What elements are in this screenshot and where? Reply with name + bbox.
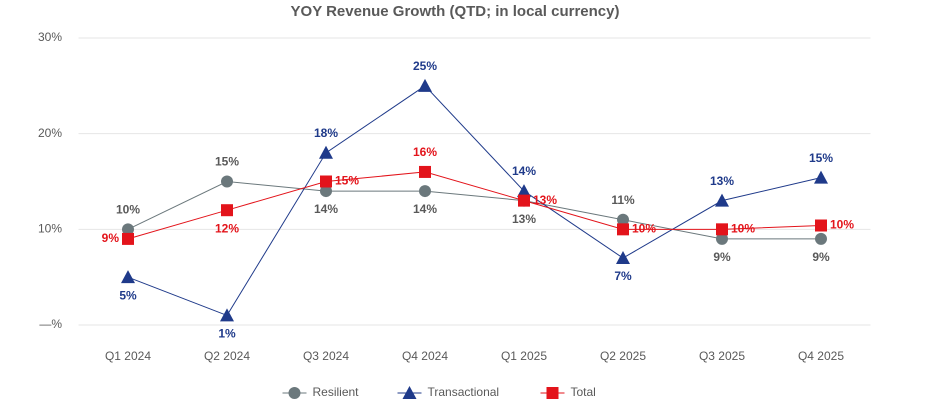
data-point [220,308,234,322]
y-tick-label: 30% [38,30,62,44]
x-tick-label: Q2 2025 [600,349,646,363]
data-point [715,193,729,207]
data-point [616,251,630,265]
data-label: 9% [812,250,830,264]
data-label: 10% [632,222,656,236]
data-label: 15% [809,151,833,165]
data-label: 14% [512,164,536,178]
data-label: 10% [116,203,140,217]
data-label: 13% [533,193,557,207]
data-point [418,78,432,92]
legend-label: Resilient [313,385,360,399]
data-label: 10% [830,218,854,232]
x-tick-label: Q4 2024 [402,349,448,363]
data-point [122,223,134,236]
data-point [320,185,332,198]
legend-marker [546,387,559,399]
data-label: 15% [215,155,239,169]
series-line [127,180,821,240]
data-point [814,170,828,184]
data-point [121,270,135,284]
legend-marker [288,387,301,399]
legend-marker [402,386,417,399]
data-point [815,232,827,245]
y-tick-label: —% [39,317,62,331]
data-label: 5% [119,288,137,302]
data-point [617,223,629,236]
data-point [419,185,431,198]
x-tick-label: Q4 2025 [798,349,844,363]
data-label: 9% [102,231,120,245]
legend-label: Transactional [428,385,500,399]
y-tick-label: 10% [38,222,62,236]
data-label: 25% [413,59,437,73]
data-label: 9% [713,250,731,264]
x-tick-label: Q3 2024 [303,349,349,363]
legend-label: Total [571,385,596,399]
data-point [617,213,629,226]
data-label: 14% [314,202,338,216]
data-point [122,232,134,245]
data-point [419,165,431,178]
data-label: 16% [413,145,437,159]
data-label: 15% [335,174,359,188]
chart-title: YOY Revenue Growth (QTD; in local curren… [291,3,620,20]
data-point [320,175,332,188]
data-label: 1% [218,327,236,341]
series-line [127,85,822,317]
data-label: 18% [314,126,338,140]
data-point [517,184,531,198]
x-tick-label: Q1 2025 [501,349,547,363]
data-point [319,145,333,159]
data-point [815,219,827,232]
data-point [221,204,233,217]
data-label: 13% [512,212,536,226]
y-tick-label: 20% [38,126,62,140]
x-tick-label: Q2 2024 [204,349,250,363]
series-line [127,171,822,240]
data-point [716,223,728,236]
data-point [716,232,728,245]
data-label: 11% [611,193,635,207]
x-tick-label: Q3 2025 [699,349,745,363]
data-point [518,194,530,207]
data-label: 13% [710,174,734,188]
data-label: 7% [614,269,632,283]
data-label: 14% [413,202,437,216]
data-label: 12% [215,221,239,235]
data-point [221,175,233,188]
x-tick-label: Q1 2024 [105,349,151,363]
data-label: 10% [731,222,755,236]
